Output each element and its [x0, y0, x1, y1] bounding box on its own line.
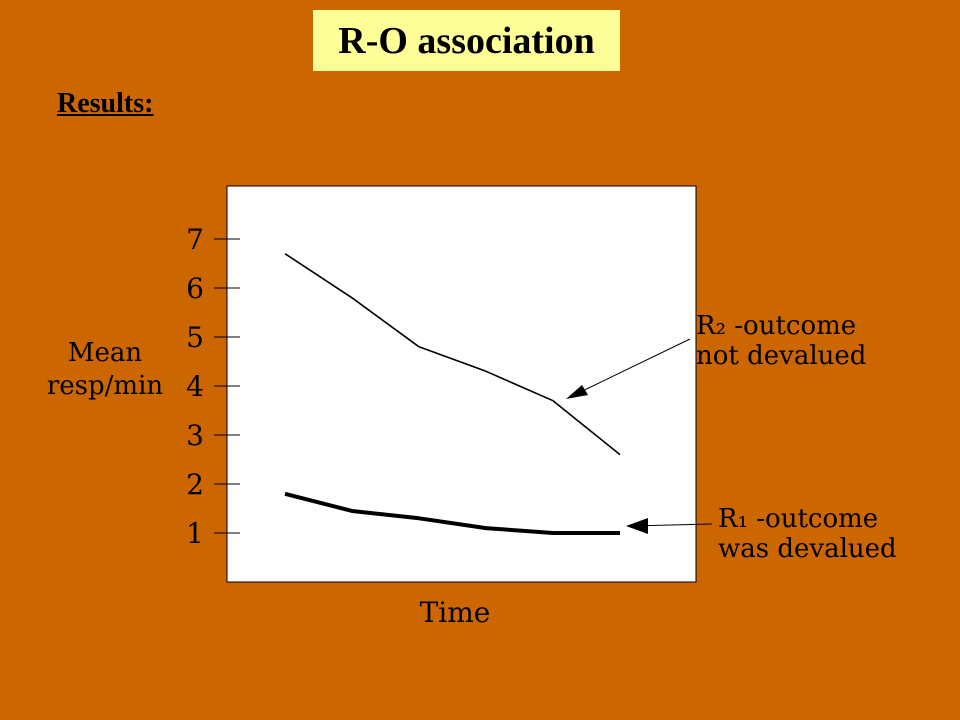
y-axis-label-line1: Mean — [68, 338, 143, 368]
y-tick-label-6: 6 — [186, 272, 204, 305]
annotation-r2-arrow-shaft — [569, 338, 691, 398]
y-tick-label-7: 7 — [186, 223, 204, 256]
plot-area — [226, 185, 697, 583]
y-axis-label-line2: resp/min — [47, 371, 164, 401]
x-axis-label: Time — [420, 596, 491, 629]
title-box: R-O association — [313, 10, 620, 71]
annotation-r2-line2: not devalued — [696, 341, 866, 371]
annotation-r1-line2: was devalued — [718, 534, 897, 564]
series-r2-line — [284, 253, 621, 456]
annotation-r1-arrowhead — [626, 518, 648, 534]
y-tick-label-2: 2 — [186, 468, 204, 501]
results-label: Results: — [57, 88, 154, 119]
y-tick-label-5: 5 — [186, 321, 204, 354]
series-r1-line — [284, 491, 620, 535]
annotation-r2-line1: R₂ -outcome — [696, 311, 856, 341]
y-tick-label-1: 1 — [186, 517, 204, 550]
slide-title: R-O association — [338, 19, 595, 62]
annotation-r1-line1: R₁ -outcome — [718, 504, 878, 534]
series-layer — [284, 253, 621, 535]
y-tick-label-4: 4 — [186, 370, 204, 403]
annotation-r2-arrowhead — [566, 385, 588, 399]
y-axis-ticks: 1 2 3 4 5 6 7 — [186, 223, 240, 550]
y-tick-label-3: 3 — [186, 419, 204, 452]
